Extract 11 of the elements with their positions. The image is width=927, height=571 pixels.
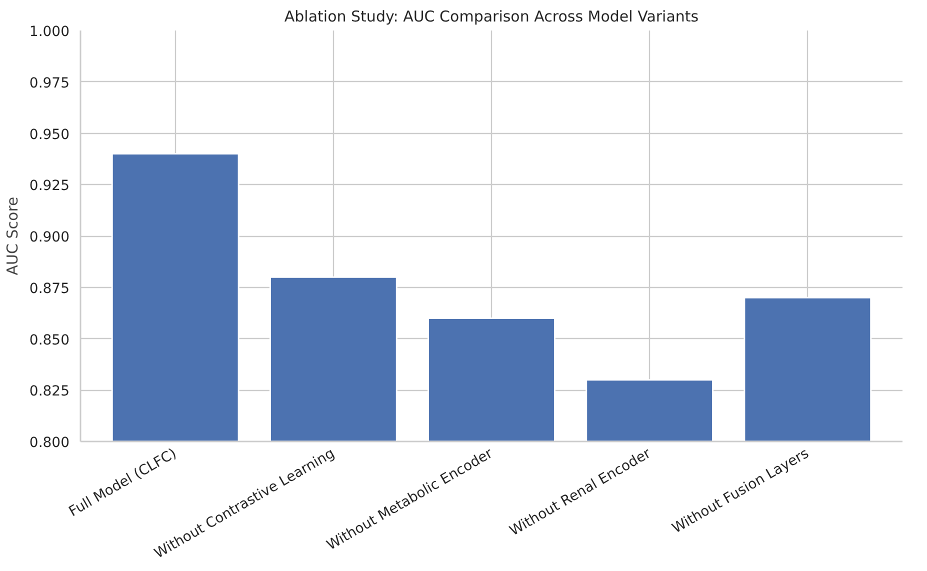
y-axis-title: AUC Score [3, 196, 22, 276]
y-tick-label: 0.975 [29, 75, 70, 92]
y-tick-label: 0.800 [29, 435, 70, 451]
y-tick-label: 0.900 [29, 230, 70, 246]
y-tick-label: 0.925 [29, 178, 70, 194]
y-tick-label: 0.850 [29, 332, 70, 348]
chart-title: Ablation Study: AUC Comparison Across Model Variants [284, 8, 699, 26]
y-tick-label: 0.950 [29, 126, 70, 143]
y-tick-label: 0.825 [29, 384, 70, 400]
y-tick-label: 0.875 [29, 280, 70, 297]
y-tick-label: 1.000 [29, 24, 70, 40]
